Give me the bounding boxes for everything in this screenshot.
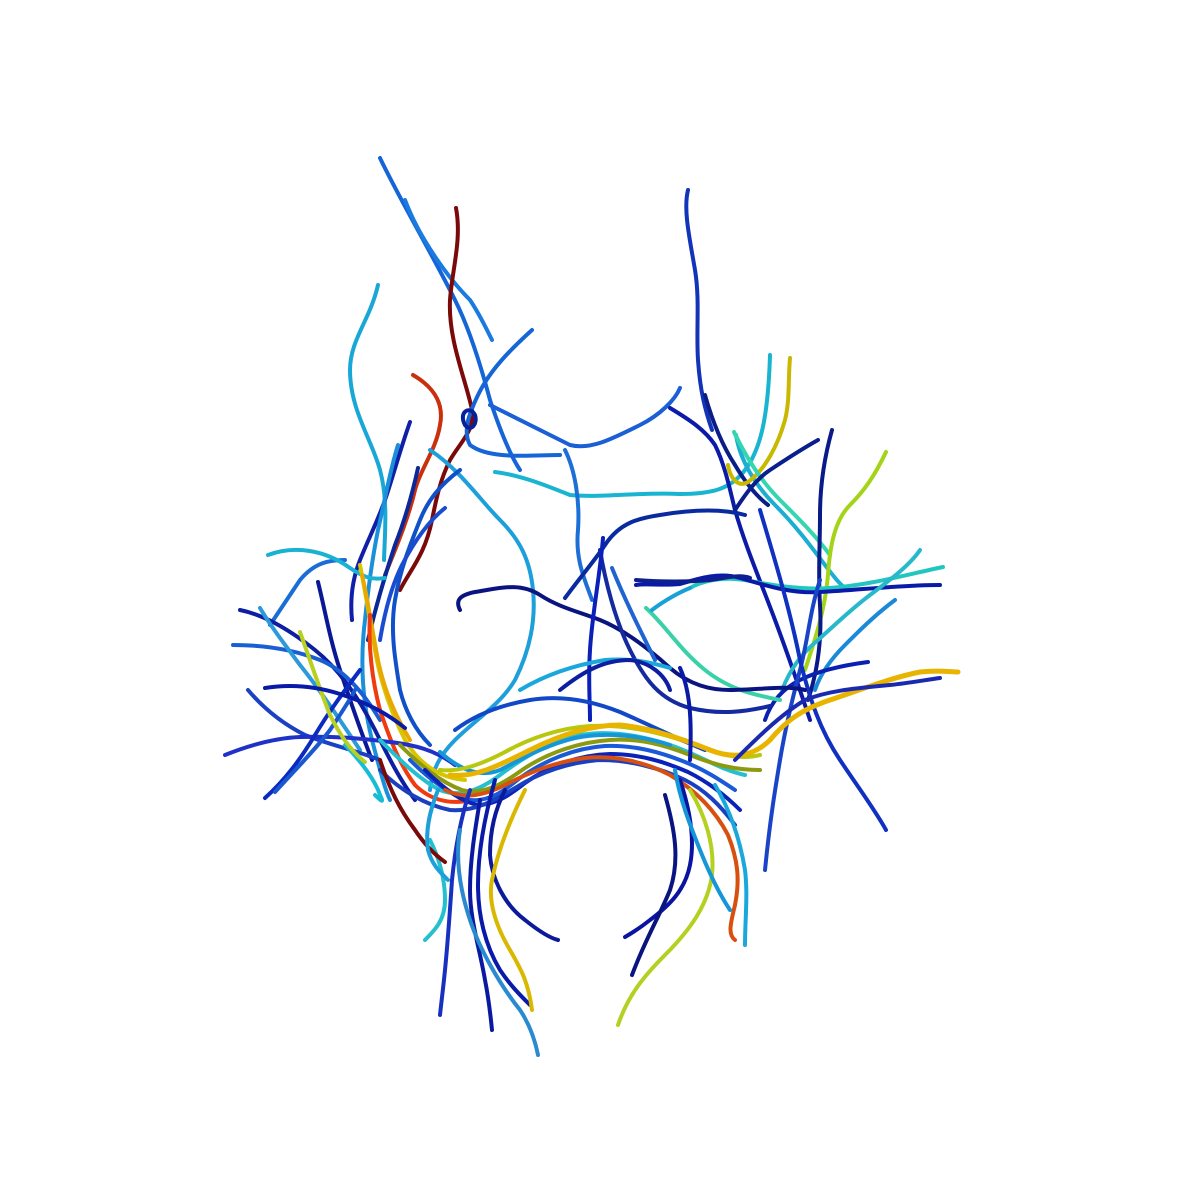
fiber-f32 (598, 548, 772, 715)
fiber-f71 (488, 788, 560, 942)
fiber-f02 (403, 198, 494, 342)
fiber-f76 (616, 788, 715, 1027)
fiber-f61 (378, 758, 737, 827)
fiber-f26 (813, 598, 897, 692)
fiber-f16 (726, 356, 792, 486)
fiber-f24 (780, 548, 922, 692)
fiber-f36 (349, 420, 412, 622)
fiber-f07 (460, 408, 478, 430)
fiber-f25 (634, 574, 752, 584)
fiber-extra-d (630, 793, 678, 977)
fiber-f20 (733, 438, 820, 512)
fiber-extra-c (713, 783, 749, 947)
fiber-f64 (443, 755, 740, 942)
fiber-f30 (644, 606, 782, 702)
fiber-f41 (268, 558, 347, 627)
fiber-f23 (634, 573, 942, 595)
fiber-f12 (428, 448, 536, 792)
fiber-f74 (456, 828, 540, 1057)
fiber-f14 (703, 393, 770, 507)
fiber-f44 (231, 643, 382, 722)
fiber-f17 (732, 430, 832, 557)
fiber-f43 (238, 608, 417, 802)
fiber-f45 (258, 606, 362, 752)
fiber-extra-h (558, 658, 672, 692)
fiber-f08 (684, 188, 714, 432)
fiber-f09 (493, 353, 772, 498)
fiber-f11 (563, 448, 594, 602)
fiber-f35 (610, 566, 657, 662)
fiber-extra-f (378, 758, 447, 864)
fiber-f40 (378, 506, 447, 642)
fiber-f51 (343, 743, 385, 803)
fiber-f58 (398, 737, 762, 794)
fiber-f13 (668, 406, 812, 722)
fiber-f66 (518, 657, 672, 692)
fiber-f47 (266, 547, 387, 581)
fiber-f67 (447, 668, 961, 778)
fiber-f03 (398, 206, 475, 592)
fiber-f19 (806, 428, 834, 702)
fiber-f56 (263, 684, 407, 730)
fiber-f15 (734, 433, 850, 592)
fiber-f55 (298, 630, 367, 764)
fiber-f49 (360, 573, 412, 742)
fiber-f04 (348, 283, 388, 562)
fiber-f10 (488, 386, 682, 449)
fiber-f37 (360, 443, 400, 802)
fiber-f39 (366, 466, 420, 642)
fiber-f18 (803, 450, 888, 672)
fiber-f54 (273, 688, 357, 794)
fiber-f29 (758, 508, 888, 832)
fiber-f38 (390, 468, 462, 747)
fiber-f73 (488, 788, 534, 1012)
fiber-extra-b (673, 768, 732, 912)
fiber-f31 (456, 585, 807, 692)
fiber-f68 (733, 676, 942, 762)
fiber-extra-e (678, 666, 693, 762)
fiber-f34 (650, 586, 692, 612)
fiber-f06 (464, 328, 562, 458)
fiber-f72 (476, 778, 532, 1007)
fiber-f53 (263, 668, 362, 800)
fiber-extra-g (425, 788, 450, 882)
fiber-f33 (587, 536, 605, 722)
fiber-f21 (563, 508, 747, 600)
